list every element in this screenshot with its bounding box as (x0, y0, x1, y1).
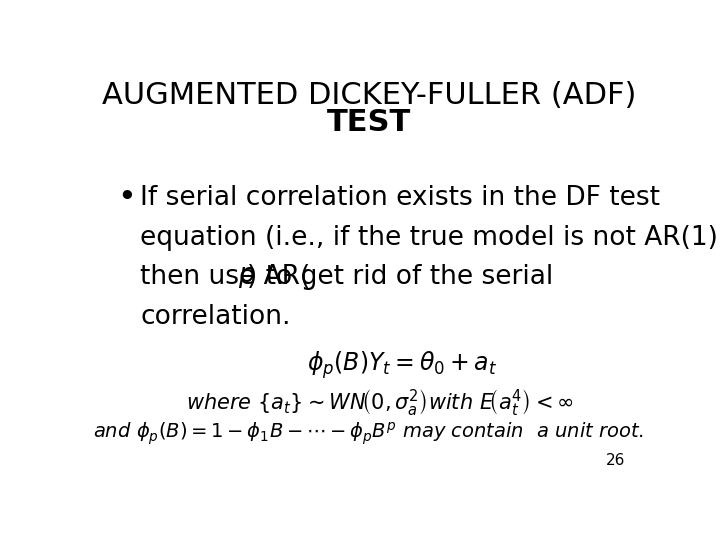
Text: $\phi_p\left(B\right)Y_t = \theta_0 + a_t$: $\phi_p\left(B\right)Y_t = \theta_0 + a_… (307, 349, 498, 381)
Text: TEST: TEST (327, 109, 411, 138)
Text: AUGMENTED DICKEY-FULLER (ADF): AUGMENTED DICKEY-FULLER (ADF) (102, 82, 636, 111)
Text: equation (i.e., if the true model is not AR(1)),: equation (i.e., if the true model is not… (140, 225, 720, 251)
Text: ) to get rid of the serial: ) to get rid of the serial (248, 265, 554, 291)
Text: then use AR(: then use AR( (140, 265, 310, 291)
Text: correlation.: correlation. (140, 304, 291, 330)
Text: If serial correlation exists in the DF test: If serial correlation exists in the DF t… (140, 185, 660, 211)
Text: $\mathit{where}\ \{a_t\} \sim \mathit{WN}\!\left(0, \sigma_a^2\right)\mathit{wit: $\mathit{where}\ \{a_t\} \sim \mathit{WN… (186, 387, 574, 418)
Text: 26: 26 (606, 453, 626, 468)
Text: •: • (118, 185, 135, 211)
Text: $\mathit{and}\ \phi_p\left(B\right) = 1 - \phi_1 B - \cdots - \phi_p B^p\ \mathi: $\mathit{and}\ \phi_p\left(B\right) = 1 … (94, 420, 644, 447)
Text: $p$: $p$ (238, 265, 256, 291)
